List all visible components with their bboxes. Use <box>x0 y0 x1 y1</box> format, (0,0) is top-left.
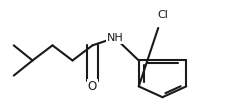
Text: NH: NH <box>106 33 124 43</box>
Text: O: O <box>88 80 97 93</box>
Text: Cl: Cl <box>157 10 168 20</box>
